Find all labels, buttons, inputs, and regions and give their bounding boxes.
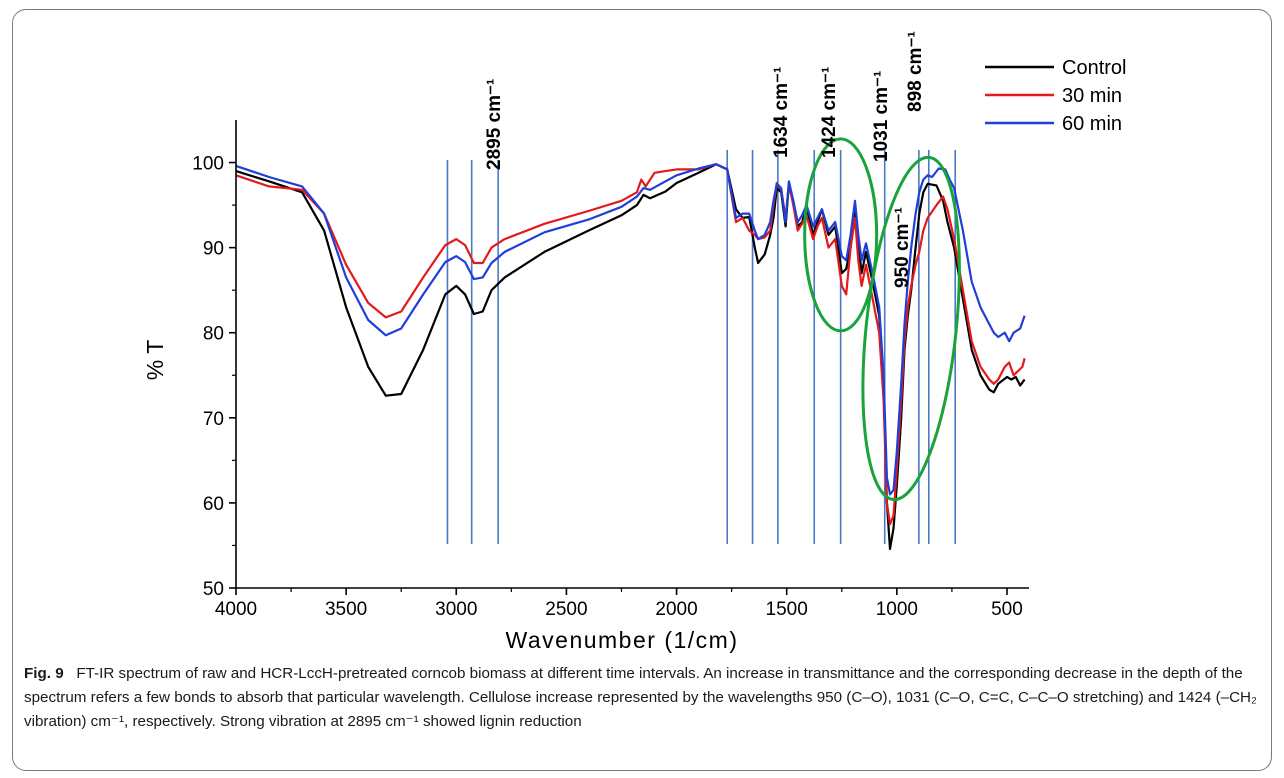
peak-annotation: 950 cm⁻¹ <box>892 207 913 288</box>
figure-frame <box>12 9 1272 771</box>
highlight-ellipse-950 <box>861 155 961 502</box>
highlight-ellipse-1424 <box>803 137 879 333</box>
legend-label: 30 min <box>1062 85 1122 107</box>
y-tick-label: 100 <box>192 154 224 175</box>
y-axis-label: % T <box>142 340 168 380</box>
y-tick-label: 80 <box>203 324 224 345</box>
y-tick-label: 60 <box>203 494 224 515</box>
peak-annotation: 1031 cm⁻¹ <box>871 71 892 162</box>
peak-annotation: 1424 cm⁻¹ <box>819 67 840 158</box>
peak-annotation: 1634 cm⁻¹ <box>771 67 792 158</box>
x-tick-label: 4000 <box>215 599 257 620</box>
caption-text: FT-IR spectrum of raw and HCR-LccH-pretr… <box>24 665 1262 730</box>
ftir-chart: 4000 3500 3000 2500 2000 1500 1000 500 50 60 70 80 9… <box>142 31 1126 653</box>
x-axis-label: Wavenumber (1/cm) <box>506 627 739 653</box>
x-tick-label: 500 <box>991 599 1023 620</box>
peak-annotation: 2895 cm⁻¹ <box>484 79 505 170</box>
x-tick-label: 3500 <box>325 599 367 620</box>
caption-fig-label: Fig. 9 <box>24 665 73 682</box>
series-line-60-min <box>235 163 1026 496</box>
x-tick-label: 1000 <box>876 599 918 620</box>
y-tick-label: 50 <box>203 579 224 600</box>
legend-label: Control <box>1062 57 1126 79</box>
y-tick-label: 70 <box>203 409 224 430</box>
legend-label: 60 min <box>1062 113 1122 135</box>
x-tick-label: 2500 <box>545 599 587 620</box>
x-tick-label: 3000 <box>435 599 477 620</box>
peak-annotation: 898 cm⁻¹ <box>905 31 926 112</box>
y-tick-label: 90 <box>203 239 224 260</box>
x-tick-label: 1500 <box>766 599 808 620</box>
x-tick-label: 2000 <box>655 599 697 620</box>
figure-caption: Fig. 9 FT-IR spectrum of raw and HCR-Lcc… <box>24 662 1264 734</box>
